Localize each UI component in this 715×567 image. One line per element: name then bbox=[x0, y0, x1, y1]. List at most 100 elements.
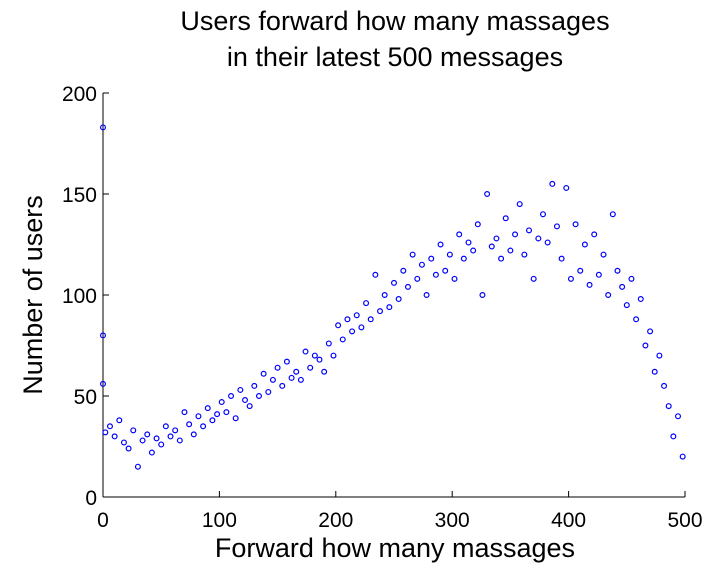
point bbox=[432, 271, 439, 278]
point bbox=[521, 251, 528, 258]
point bbox=[591, 231, 598, 238]
point bbox=[242, 397, 249, 404]
point bbox=[558, 255, 565, 262]
point bbox=[134, 463, 141, 470]
point bbox=[162, 423, 169, 430]
point bbox=[99, 332, 106, 339]
point bbox=[605, 292, 612, 299]
point bbox=[586, 281, 593, 288]
point bbox=[526, 227, 533, 234]
y-tick-label: 200 bbox=[62, 83, 97, 106]
point bbox=[418, 261, 425, 268]
point bbox=[539, 211, 546, 218]
point bbox=[223, 409, 230, 416]
point bbox=[400, 267, 407, 274]
y-tick-label: 50 bbox=[74, 386, 97, 409]
point bbox=[577, 267, 584, 274]
x-tick-label: 300 bbox=[435, 509, 470, 532]
point bbox=[395, 296, 402, 303]
point bbox=[251, 382, 258, 389]
point bbox=[200, 423, 207, 430]
point bbox=[153, 435, 160, 442]
point bbox=[391, 279, 398, 286]
point bbox=[628, 275, 635, 282]
point bbox=[172, 427, 179, 434]
point bbox=[656, 352, 663, 359]
point bbox=[102, 429, 109, 436]
point bbox=[581, 241, 588, 248]
point bbox=[302, 348, 309, 355]
point bbox=[209, 417, 216, 424]
point bbox=[498, 255, 505, 262]
point bbox=[609, 211, 616, 218]
point bbox=[623, 302, 630, 309]
point bbox=[512, 231, 519, 238]
point bbox=[167, 433, 174, 440]
point bbox=[484, 191, 491, 198]
point bbox=[148, 449, 155, 456]
point bbox=[488, 243, 495, 250]
point bbox=[260, 370, 267, 377]
point bbox=[116, 417, 123, 424]
point bbox=[246, 403, 253, 410]
x-axis-label: Forward how many massages bbox=[215, 533, 575, 563]
x-tick-label: 200 bbox=[318, 509, 353, 532]
point bbox=[265, 388, 272, 395]
point bbox=[195, 413, 202, 420]
point bbox=[381, 292, 388, 299]
point bbox=[111, 433, 118, 440]
point bbox=[344, 316, 351, 323]
point bbox=[307, 364, 314, 371]
point bbox=[367, 316, 374, 323]
point bbox=[130, 427, 137, 434]
x-tick-label: 100 bbox=[202, 509, 237, 532]
point bbox=[642, 342, 649, 349]
x-tick-label: 0 bbox=[97, 509, 109, 532]
point bbox=[186, 421, 193, 428]
point bbox=[651, 368, 658, 375]
point bbox=[358, 324, 365, 331]
point bbox=[349, 328, 356, 335]
point bbox=[120, 439, 127, 446]
point bbox=[311, 352, 318, 359]
point bbox=[446, 251, 453, 258]
point bbox=[675, 413, 682, 420]
point bbox=[614, 267, 621, 274]
point bbox=[530, 275, 537, 282]
point bbox=[479, 292, 486, 299]
point bbox=[414, 275, 421, 282]
point bbox=[158, 441, 165, 448]
point bbox=[316, 356, 323, 363]
point bbox=[339, 336, 346, 343]
point bbox=[563, 184, 570, 191]
point bbox=[269, 376, 276, 383]
point bbox=[456, 231, 463, 238]
point bbox=[283, 358, 290, 365]
point bbox=[567, 275, 574, 282]
point bbox=[99, 124, 106, 131]
point bbox=[661, 382, 668, 389]
point bbox=[670, 433, 677, 440]
point bbox=[274, 364, 281, 371]
point bbox=[404, 283, 411, 290]
point bbox=[437, 241, 444, 248]
point bbox=[335, 322, 342, 329]
point bbox=[465, 239, 472, 246]
point bbox=[633, 316, 640, 323]
chart-title: in their latest 500 messages bbox=[227, 42, 563, 72]
point bbox=[544, 239, 551, 246]
point bbox=[204, 405, 211, 412]
point bbox=[106, 423, 113, 430]
point bbox=[232, 415, 239, 422]
point bbox=[386, 304, 393, 311]
point bbox=[190, 431, 197, 438]
point bbox=[228, 393, 235, 400]
point bbox=[409, 251, 416, 258]
point bbox=[144, 431, 151, 438]
point bbox=[288, 374, 295, 381]
point bbox=[507, 247, 514, 254]
point bbox=[600, 251, 607, 258]
point bbox=[218, 399, 225, 406]
y-tick-label: 100 bbox=[62, 285, 97, 308]
